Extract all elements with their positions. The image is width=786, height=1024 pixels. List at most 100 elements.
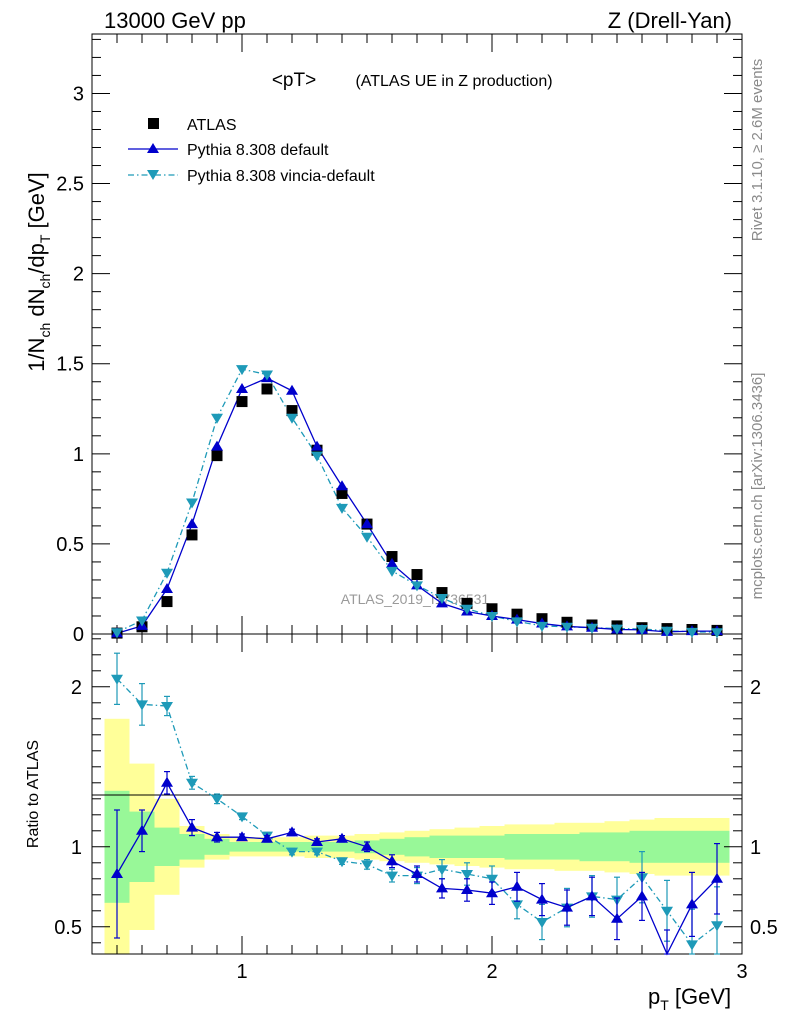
ratio-vincia-point [136, 700, 148, 711]
vincia-default-point [536, 621, 548, 632]
ratio-y-tick-label-right: 0.5 [750, 917, 778, 939]
pythia-default-point [336, 480, 348, 491]
ratio-y-tick-label-right: 1 [750, 837, 761, 859]
ratio-default-point [286, 826, 298, 837]
ratio-vincia-point [311, 847, 323, 858]
ratio-band-inner [429, 835, 455, 858]
ratio-y-tick-label-right: 2 [750, 677, 761, 699]
vincia-default-point [461, 604, 473, 615]
ratio-vincia-point [486, 874, 498, 885]
ratio-default-point [461, 884, 473, 894]
ratio-y-tick-label: 1 [71, 837, 82, 859]
ratio-vincia-point [436, 865, 448, 876]
ratio-vincia-point [711, 921, 723, 932]
atlas-data-point [211, 450, 223, 462]
ratio-band-inner [404, 837, 430, 857]
vincia-default-point [136, 616, 148, 627]
ratio-default-point [211, 831, 223, 842]
vincia-default-point [711, 628, 723, 639]
ratio-vincia-point [286, 847, 298, 858]
legend-vincia-label: Pythia 8.308 vincia-default [187, 168, 375, 185]
ratio-default-point [311, 836, 323, 846]
vincia-default-point [161, 568, 173, 579]
ratio-vincia-point [511, 900, 523, 911]
vincia-default-point [561, 622, 573, 633]
atlas-data-point [186, 529, 198, 541]
ratio-default-point [686, 898, 698, 909]
ratio-band-inner [679, 830, 705, 863]
ratio-y-tick-label: 2 [71, 677, 82, 699]
ratio-default-point [611, 912, 623, 923]
main-y-tick-label: 0 [73, 624, 84, 646]
atlas-data-point [386, 551, 398, 563]
ratio-default-point [536, 893, 548, 904]
ratio-band-inner [579, 832, 605, 862]
ratio-default-point [411, 868, 423, 878]
ratio-band-inner [529, 834, 555, 860]
ratio-vincia-point [536, 918, 548, 928]
vincia-default-point [586, 623, 598, 634]
ratio-default-point [111, 868, 123, 878]
pythia-default-point [286, 384, 298, 395]
vincia-default-point [636, 624, 648, 635]
ratio-band-inner [454, 835, 480, 858]
main-y-tick-label: 1.5 [56, 354, 84, 376]
x-tick-label: 1 [236, 961, 247, 983]
atlas-data-point [486, 603, 498, 615]
vincia-default-point [311, 451, 323, 462]
ratio-vincia-point [661, 906, 673, 917]
ratio-band-inner [179, 834, 205, 860]
vincia-default-point [511, 617, 523, 628]
ratio-vincia-point [686, 940, 698, 951]
vincia-default-point [686, 627, 698, 638]
ratio-band-inner [154, 827, 180, 866]
main-series-layer [111, 365, 723, 639]
ratio-vincia-point [161, 702, 173, 712]
ratio-vincia-point [461, 870, 473, 880]
main-y-tick-label: 3 [73, 83, 84, 105]
ratio-vincia-point [211, 794, 223, 805]
atlas-data-point [236, 396, 248, 408]
ratio-default-point [386, 855, 398, 866]
ratio-default-point [186, 821, 198, 832]
ratio-default-point [636, 890, 648, 901]
svg-text:1/Nch dNch/dpT [GeV]: 1/Nch dNch/dpT [GeV] [24, 172, 53, 372]
legend-atlas-marker [148, 118, 159, 129]
header-right: Z (Drell-Yan) [608, 8, 732, 33]
vincia-default-point [386, 566, 398, 577]
pythia-default-point [311, 440, 323, 451]
vincia-default-point [236, 365, 248, 376]
ratio-default-point [361, 840, 373, 851]
ratio-vincia-point [186, 778, 198, 789]
vincia-default-point [286, 413, 298, 424]
pythia-default-point [361, 518, 373, 529]
svg-text:pT [GeV]: pT [GeV] [648, 984, 731, 1013]
ratio-band-inner [554, 834, 580, 860]
vincia-default-point [411, 581, 423, 592]
main-y-tick-label: 2.5 [56, 174, 84, 196]
ratio-band-inner [254, 842, 280, 852]
atlas-data-point [336, 487, 348, 499]
ratio-band-inner [279, 842, 305, 852]
pythia-default-point [386, 557, 398, 568]
ratio-vincia-line [116, 678, 718, 946]
vincia-default-point [211, 413, 223, 424]
ratio-vincia-point [236, 812, 248, 823]
vincia-default-point [436, 593, 448, 604]
ratio-default-point [161, 776, 173, 787]
side-text-bottom: mcplots.cern.ch [arXiv:1306.3436] [749, 373, 766, 600]
ratio-default-point [486, 887, 498, 898]
ratio-plot-frame [91, 633, 743, 955]
main-y-tick-label: 1 [73, 444, 84, 466]
ratio-default-point [561, 901, 573, 912]
plot-title-main: <pT> [272, 70, 316, 91]
pythia-default-point [211, 440, 223, 451]
plot-title-sub: (ATLAS UE in Z production) [355, 73, 552, 90]
atlas-data-point [261, 383, 273, 395]
ratio-vincia-point [361, 860, 373, 871]
ratio-vincia-point [111, 674, 123, 685]
pythia-default-point [186, 518, 198, 529]
ratio-band-inner [504, 834, 530, 860]
pythia-default-point [236, 382, 248, 393]
